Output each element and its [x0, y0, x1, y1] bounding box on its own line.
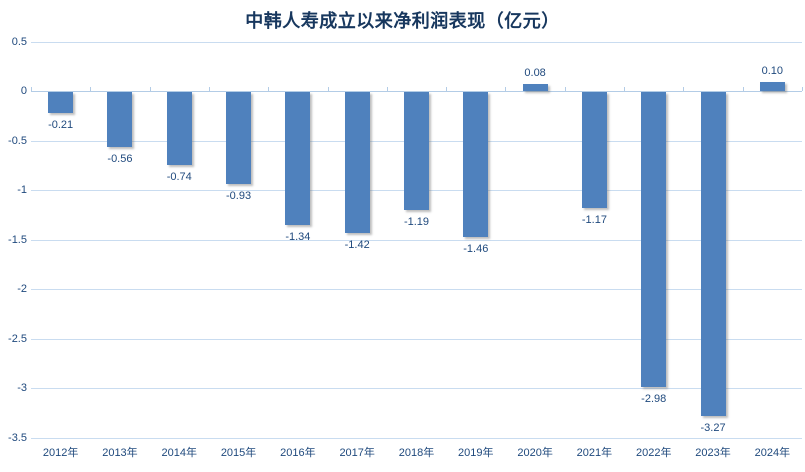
gridline [31, 437, 802, 439]
x-category-label: 2014年 [161, 447, 197, 459]
y-tick-label: -2 [17, 283, 27, 295]
axis-tick-mark [446, 87, 448, 91]
bar-value-label: -0.93 [226, 190, 252, 203]
gridline [31, 388, 802, 389]
y-tick-label: -3.5 [8, 431, 27, 444]
x-category-label: 2022年 [635, 447, 672, 459]
bar-2019年 [463, 92, 489, 237]
axis-tick-mark [90, 87, 92, 91]
axis-tick-mark [208, 87, 210, 91]
zero-axis-line [31, 91, 802, 92]
bar-2014年 [166, 92, 192, 166]
axis-tick-mark [624, 87, 626, 91]
bar-2012年 [48, 92, 74, 113]
x-category-label: 2016年 [280, 447, 316, 459]
bar-2016年 [285, 92, 311, 225]
bar-value-label: -1.17 [581, 213, 607, 226]
x-category-label: 2015年 [220, 447, 257, 459]
axis-tick-mark [564, 87, 566, 91]
y-tick-label: -1.5 [8, 233, 27, 246]
x-category-label: 2017年 [339, 447, 375, 459]
axis-tick-mark [268, 87, 270, 91]
bar-value-label: -1.46 [463, 242, 489, 255]
x-category-label: 2020年 [517, 447, 553, 459]
bar-value-label: -2.98 [641, 393, 667, 406]
axis-tick-mark [742, 87, 744, 91]
axis-tick-mark [386, 87, 388, 91]
bar-value-label: -0.56 [107, 153, 133, 166]
axis-tick-mark [31, 87, 32, 91]
axis-tick-mark [505, 87, 507, 91]
bar-value-label: -1.19 [403, 215, 430, 228]
bar-2024年 [759, 81, 785, 92]
gridline [31, 289, 802, 290]
y-tick-label: -1 [17, 184, 27, 196]
bar-2017年 [344, 92, 370, 233]
bar-value-label: -0.74 [166, 171, 192, 184]
x-category-label: 2012年 [42, 447, 79, 459]
x-category-label: 2021年 [576, 447, 613, 459]
bar-2015年 [226, 92, 252, 185]
gridline [31, 239, 802, 241]
x-category-label: 2019年 [458, 447, 494, 459]
bar-value-label: -0.21 [48, 118, 74, 131]
bar-value-label: 0.08 [524, 66, 546, 79]
bar-2021年 [581, 92, 607, 208]
x-category-label: 2024年 [754, 447, 791, 459]
bar-2023年 [700, 92, 726, 416]
bar-2022年 [641, 92, 667, 388]
y-tick-label: -2.5 [8, 332, 27, 345]
gridline [31, 338, 802, 340]
axis-tick-mark [149, 87, 151, 91]
bar-value-label: -3.27 [700, 421, 726, 434]
bar-value-label: -1.42 [344, 238, 370, 251]
bar-2020年 [522, 83, 548, 92]
y-tick-label: 0 [20, 85, 27, 97]
chart-title: 中韩人寿成立以来净利润表现（亿元） [245, 11, 560, 31]
bar-value-label: -1.34 [285, 230, 311, 243]
axis-tick-mark [327, 87, 329, 91]
x-category-label: 2018年 [398, 447, 435, 459]
bar-value-label: 0.10 [761, 64, 784, 77]
axis-tick-mark [802, 87, 803, 91]
y-tick-label: -0.5 [8, 134, 27, 147]
y-tick-label: -3 [17, 382, 27, 394]
axis-tick-mark [683, 87, 685, 91]
x-category-label: 2023年 [695, 447, 731, 459]
bar-2013年 [107, 92, 133, 148]
y-tick-label: 0.5 [11, 35, 27, 48]
bar-2018年 [404, 92, 429, 210]
x-category-label: 2013年 [102, 447, 138, 459]
gridline [31, 41, 802, 43]
